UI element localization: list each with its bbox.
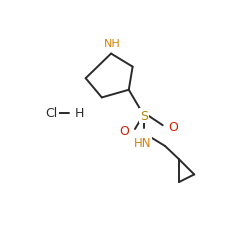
Text: S: S [140,110,148,123]
Text: Cl: Cl [46,107,58,120]
Text: NH: NH [104,39,121,49]
Text: O: O [120,125,130,137]
Text: H: H [75,107,84,120]
Text: O: O [168,121,178,134]
Text: HN: HN [134,136,151,149]
